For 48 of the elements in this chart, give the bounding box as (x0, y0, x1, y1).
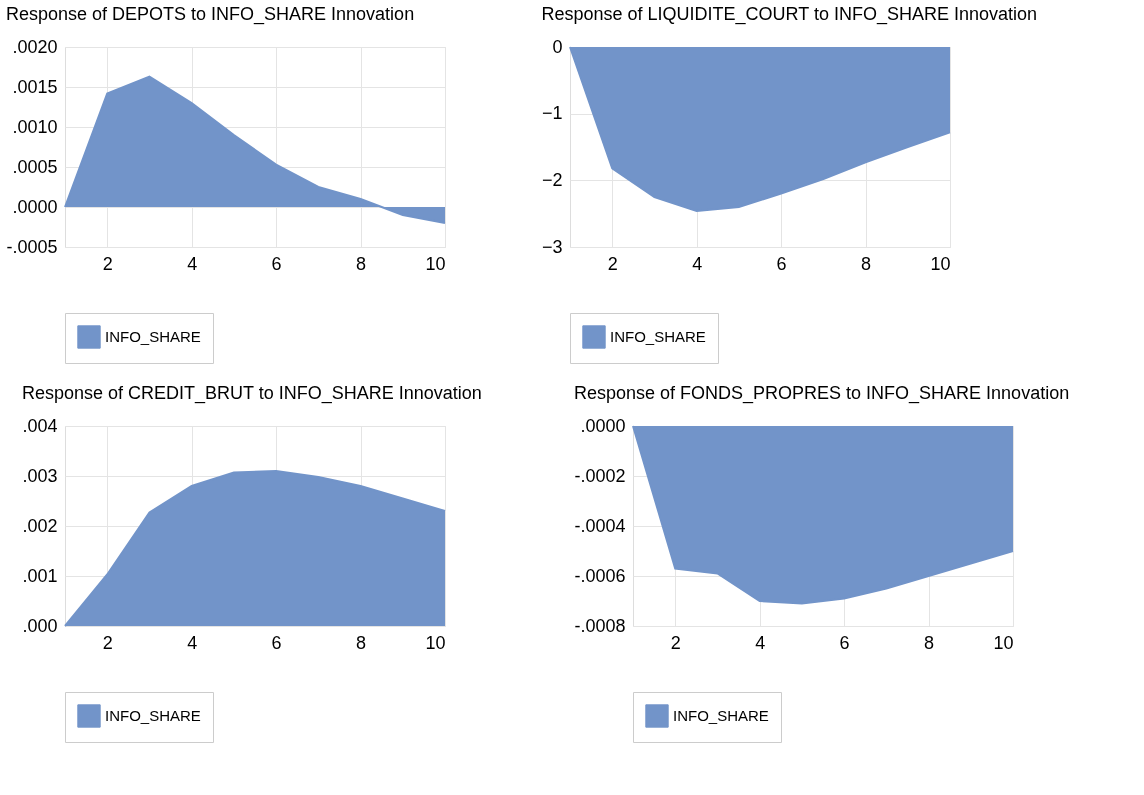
x-tick-label: 2 (102, 632, 113, 653)
y-tick-label: -.0004 (574, 515, 626, 536)
y-tick-label: .002 (22, 515, 58, 536)
y-tick-label: .0015 (12, 76, 58, 97)
y-tick-label: −1 (541, 103, 563, 124)
legend-label: INFO_SHARE (105, 328, 201, 345)
y-tick-label: .000 (22, 615, 58, 636)
chart-title: Response of LIQUIDITE_COURT to INFO_SHARE Innovation (541, 4, 1038, 25)
x-tick-label: 4 (187, 632, 198, 653)
y-tick-label: .0020 (12, 36, 58, 57)
y-tick-label: -.0008 (574, 615, 626, 636)
y-tick-label: -.0002 (574, 465, 626, 486)
chart-title: Response of FONDS_PROPRES to INFO_SHARE Innovation (573, 383, 1070, 404)
x-tick-label: 6 (271, 253, 282, 274)
y-tick-label: .0010 (12, 116, 58, 137)
x-tick-label: 4 (692, 253, 703, 274)
y-tick-label: 0 (552, 36, 563, 57)
chart-title: Response of CREDIT_BRUT to INFO_SHARE Innovation (21, 383, 482, 404)
x-tick-label: 4 (755, 632, 766, 653)
x-tick-label: 10 (425, 632, 446, 653)
y-tick-label: -.0006 (574, 565, 626, 586)
x-tick-label: 10 (930, 253, 951, 274)
y-tick-label: −2 (541, 169, 563, 190)
y-tick-label: .001 (22, 565, 58, 586)
x-tick-label: 2 (102, 253, 113, 274)
y-tick-label: .0000 (580, 415, 626, 436)
x-tick-label: 2 (670, 632, 681, 653)
x-tick-label: 8 (356, 632, 367, 653)
x-tick-label: 6 (776, 253, 787, 274)
x-tick-label: 2 (607, 253, 618, 274)
legend-label: INFO_SHARE (673, 707, 769, 724)
legend-label: INFO_SHARE (105, 707, 201, 724)
x-tick-label: 8 (356, 253, 367, 274)
x-tick-label: 6 (839, 632, 850, 653)
x-tick-label: 4 (187, 253, 198, 274)
x-tick-label: 8 (924, 632, 935, 653)
y-tick-label: -.0005 (6, 236, 58, 257)
x-tick-label: 8 (861, 253, 872, 274)
y-tick-label: .004 (22, 415, 58, 436)
y-tick-label: .0005 (12, 156, 58, 177)
legend-label: INFO_SHARE (610, 328, 706, 345)
y-tick-label: −3 (541, 236, 563, 257)
y-tick-label: .0000 (12, 196, 58, 217)
chart-title: Response of DEPOTS to INFO_SHARE Innovation (5, 4, 415, 25)
y-tick-label: .003 (22, 465, 58, 486)
x-tick-label: 10 (425, 253, 446, 274)
x-tick-label: 6 (271, 632, 282, 653)
x-tick-label: 10 (993, 632, 1014, 653)
